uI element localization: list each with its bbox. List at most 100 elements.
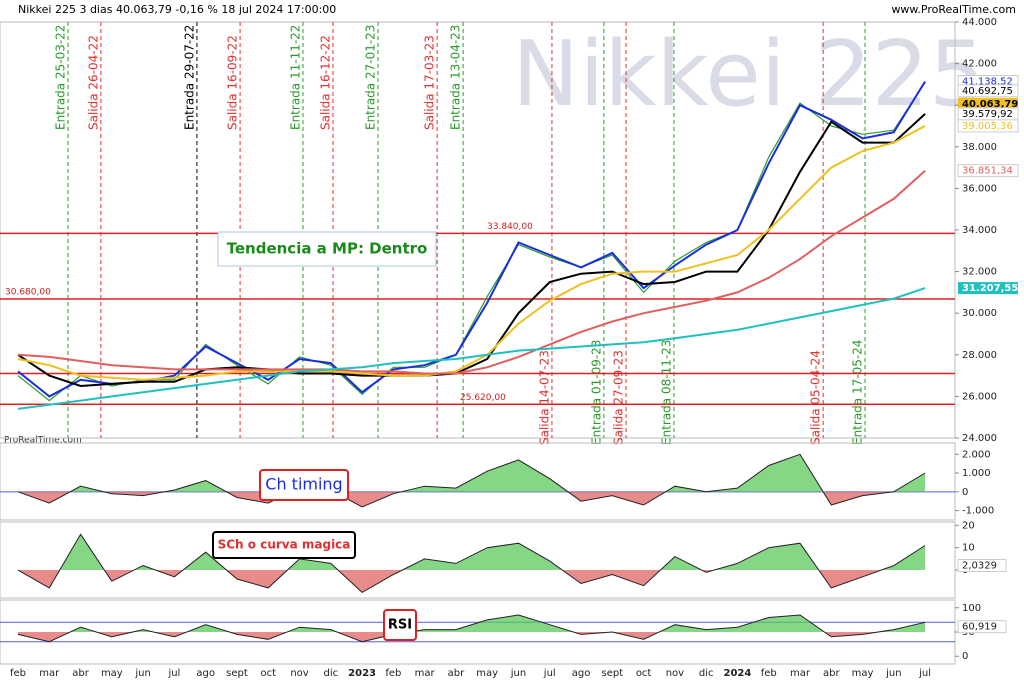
y-tick-label: 30.000 bbox=[962, 308, 997, 319]
watermark: Nikkei 225 bbox=[512, 22, 986, 127]
last-value-label: 2,0329 bbox=[962, 561, 997, 572]
x-tick-label: jun bbox=[885, 668, 901, 679]
last-value-label: 60,919 bbox=[962, 622, 997, 633]
annotation-box bbox=[217, 231, 437, 267]
last-value-label: 39.579,92 bbox=[962, 109, 1013, 120]
y-tick-label: 100 bbox=[962, 603, 981, 614]
last-value-box bbox=[958, 97, 1018, 110]
negative-area bbox=[18, 570, 926, 593]
last-value-label: 40.063,79 bbox=[962, 99, 1018, 110]
x-tick-label: feb bbox=[761, 668, 777, 679]
last-value-box bbox=[957, 84, 1019, 98]
last-value-label: 41.138,52 bbox=[962, 77, 1013, 88]
y-tick-label: -1.000 bbox=[962, 506, 994, 517]
series-line bbox=[17, 169, 926, 375]
last-value-box bbox=[957, 620, 1007, 634]
oscillator-line bbox=[17, 453, 926, 508]
x-tick-label: may bbox=[101, 668, 123, 679]
signal-label: Entrada 08-11-23 bbox=[659, 340, 673, 445]
signal-label: Salida 14-07-23 bbox=[537, 350, 551, 445]
y-tick-label: 0 bbox=[962, 487, 968, 498]
plot-layer: 24.000 26.000 28.000 30.000 32.000 34.000 36.0… bbox=[0, 17, 1019, 679]
x-tick-label: 2023 bbox=[348, 668, 376, 679]
x-tick-label: jun bbox=[510, 668, 526, 679]
y-tick-label: 28.000 bbox=[962, 350, 997, 361]
x-tick-label: dic bbox=[323, 668, 338, 679]
last-value-label: 39.005,36 bbox=[962, 121, 1013, 132]
oscillator-line bbox=[17, 533, 926, 594]
x-tick-label: nov bbox=[290, 668, 308, 679]
last-value-box bbox=[957, 559, 1007, 573]
y-tick-label: 24.000 bbox=[962, 433, 997, 444]
panel-title-box bbox=[212, 531, 356, 559]
y-tick-label: 36.000 bbox=[962, 183, 997, 194]
panel-title: SCh o curva magica bbox=[218, 538, 351, 552]
footer: ProRealTime.com bbox=[4, 436, 82, 446]
x-tick-label: abr bbox=[72, 668, 89, 679]
positive-area bbox=[18, 615, 926, 632]
annotation: Tendencia a MP: Dentro bbox=[227, 240, 428, 258]
series-line bbox=[17, 80, 926, 398]
x-tick-label: abr bbox=[448, 668, 465, 679]
panel-title-box bbox=[259, 469, 349, 501]
series-line bbox=[17, 81, 926, 402]
last-value-label: 40.692,75 bbox=[962, 86, 1013, 97]
last-value-box bbox=[957, 119, 1019, 133]
y-tick-label: 38.000 bbox=[962, 142, 997, 153]
level-label: 25.620,00 bbox=[460, 393, 506, 403]
signal-label: Salida 16-12-22 bbox=[318, 35, 332, 130]
y-tick-label: 26.000 bbox=[962, 391, 997, 402]
last-value-label: 36.851,34 bbox=[962, 166, 1013, 177]
x-tick-label: ago bbox=[196, 668, 215, 679]
y-tick-label: 10 bbox=[962, 543, 975, 554]
y-tick-label: 1.000 bbox=[962, 468, 991, 479]
chart-title: Nikkei 225 3 dias 40.063,79 -0,16 % 18 j… bbox=[18, 3, 336, 16]
oscillator-line bbox=[17, 614, 926, 643]
signal-label: Entrada 25-03-22 bbox=[54, 25, 68, 130]
panel-frame bbox=[0, 442, 956, 521]
signal-label: Salida 05-04-24 bbox=[809, 350, 823, 445]
signal-label: Salida 26-04-22 bbox=[86, 35, 100, 130]
signal-label: Salida 16-09-22 bbox=[226, 35, 240, 130]
x-tick-label: abr bbox=[823, 668, 840, 679]
signal-label: Entrada 13-04-23 bbox=[449, 25, 463, 130]
x-tick-label: feb bbox=[385, 668, 401, 679]
x-tick-label: sept bbox=[601, 668, 623, 679]
x-tick-label: dic bbox=[699, 668, 714, 679]
y-tick-label: 42.000 bbox=[962, 59, 997, 70]
signal-label: Salida 27-09-23 bbox=[612, 350, 626, 445]
signal-label: Entrada 01-09-23 bbox=[589, 340, 603, 445]
x-tick-label: may bbox=[476, 668, 498, 679]
panel-title: Ch timing bbox=[265, 475, 342, 494]
y-tick-label: 0 bbox=[962, 651, 968, 662]
series-line bbox=[17, 113, 926, 388]
x-tick-label: mar bbox=[39, 668, 60, 679]
last-value-box bbox=[958, 282, 1018, 295]
x-tick-label: nov bbox=[666, 668, 684, 679]
y-tick-label: 44.000 bbox=[962, 17, 997, 28]
x-tick-label: sept bbox=[226, 668, 248, 679]
x-tick-label: ago bbox=[572, 668, 591, 679]
y-tick-label: 2.000 bbox=[962, 449, 991, 460]
signal-label: Entrada 29-07-22 bbox=[182, 25, 196, 130]
signal-label: Entrada 11-11-22 bbox=[288, 25, 302, 130]
x-tick-label: 2024 bbox=[724, 668, 752, 679]
signal-label: Salida 17-03-23 bbox=[423, 35, 437, 130]
x-tick-label: may bbox=[852, 668, 874, 679]
x-tick-label: mar bbox=[415, 668, 436, 679]
signal-label: Entrada 27-01-23 bbox=[364, 25, 378, 130]
last-value-box bbox=[957, 164, 1019, 178]
x-tick-label: jun bbox=[134, 668, 150, 679]
negative-area bbox=[18, 632, 926, 642]
x-tick-label: jul bbox=[167, 668, 180, 679]
series-line bbox=[17, 287, 926, 410]
x-tick-label: mar bbox=[790, 668, 811, 679]
panel-frame bbox=[0, 521, 956, 599]
level-label: 33.840,00 bbox=[487, 222, 533, 232]
y-tick-label: 32.000 bbox=[962, 267, 997, 278]
negative-area bbox=[18, 491, 894, 507]
x-tick-label: oct bbox=[260, 668, 276, 679]
level-label: 30.680,00 bbox=[5, 288, 51, 298]
